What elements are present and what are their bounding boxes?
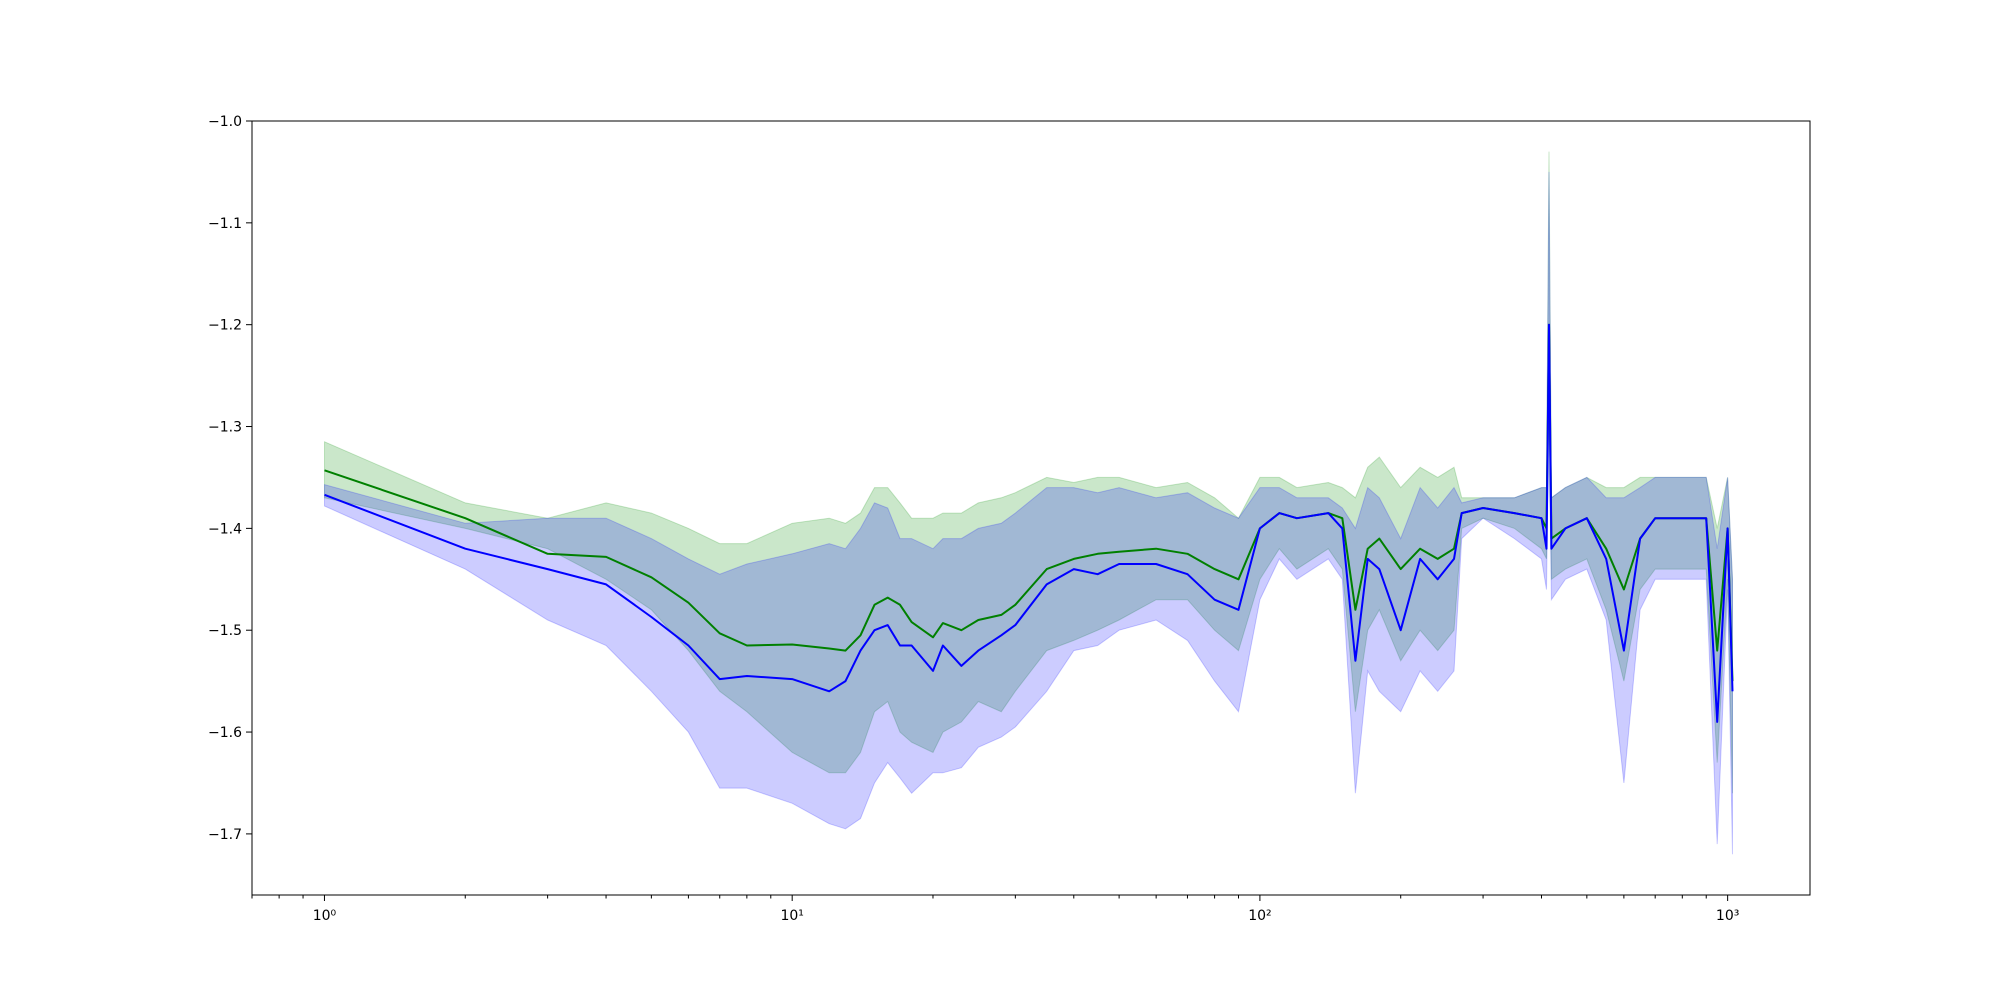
series-2-band <box>324 171 1733 855</box>
confidence-bands <box>324 151 1733 855</box>
x-tick-label: 10³ <box>1716 908 1739 924</box>
y-tick-label: −1.1 <box>208 216 242 232</box>
y-tick-label: −1.2 <box>208 318 242 334</box>
y-tick-label: −1.7 <box>208 827 242 843</box>
y-tick-label: −1.5 <box>208 623 242 639</box>
x-tick-label: 10¹ <box>780 908 803 924</box>
x-tick-label: 10⁰ <box>313 908 337 924</box>
x-axis: 10⁰ 10¹ 10² 10³ <box>251 895 1739 924</box>
series-lines <box>324 323 1734 723</box>
y-axis: −1.0 −1.1 −1.2 −1.3 −1.4 −1.5 −1.6 −1.7 <box>208 114 252 843</box>
x-tick-label: 10² <box>1248 908 1271 924</box>
y-tick-label: −1.4 <box>208 521 242 537</box>
y-tick-label: −1.3 <box>208 420 242 436</box>
series-2-line <box>324 323 1734 723</box>
series-1-band <box>324 151 1733 794</box>
plot-area-frame <box>251 120 1811 896</box>
y-tick-label: −1.0 <box>208 114 242 130</box>
y-tick-label: −1.6 <box>208 725 242 741</box>
